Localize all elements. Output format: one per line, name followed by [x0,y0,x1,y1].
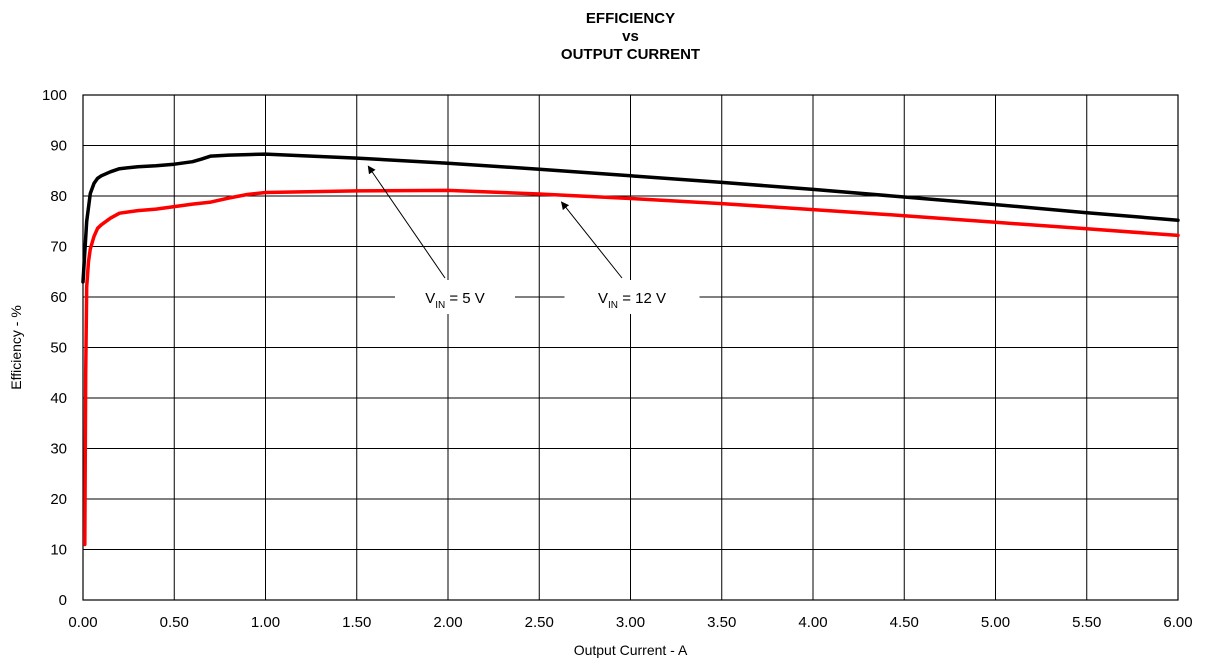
y-tick-label: 80 [50,188,67,205]
x-tick-label: 2.00 [433,614,462,631]
y-tick-label: 70 [50,239,67,256]
x-tick-label: 5.50 [1072,614,1101,631]
series-line-1 [81,152,1180,284]
y-axis-ticks: 0 10 20 30 40 50 60 70 80 90 100 [42,87,67,609]
y-tick-label: 20 [50,491,67,508]
x-tick-label: 4.00 [798,614,827,631]
callout-arrow [367,165,446,279]
chart-title-line: vs [622,28,639,45]
callout-arrow [561,201,623,279]
callout-1: VIN = 5 V [367,165,515,314]
x-tick-label: 1.50 [342,614,371,631]
callout-background [564,280,700,314]
x-tick-label: 3.50 [707,614,736,631]
x-tick-label: 3.00 [616,614,645,631]
callout-2: VIN = 12 V [561,201,700,314]
y-tick-label: 50 [50,340,67,357]
series-lines [81,152,1180,547]
callout-label: VIN = 12 V [598,290,666,311]
annotations: VIN = 5 V VIN = 12 V [367,165,700,314]
y-tick-label: 90 [50,138,67,155]
y-axis-label: Efficiency - % [8,305,24,390]
chart-title-line: OUTPUT CURRENT [561,46,700,63]
x-tick-label: 6.00 [1163,614,1192,631]
y-tick-label: 30 [50,441,67,458]
grid [82,94,1179,601]
x-tick-label: 0.00 [68,614,97,631]
x-axis-ticks: 0.00 0.50 1.00 1.50 2.00 2.50 3.00 3.50 4.00 4.50… [68,614,1192,631]
y-tick-label: 100 [42,87,67,104]
callout-label: VIN = 5 V [425,290,485,311]
chart-title-line: EFFICIENCY [586,10,675,27]
y-tick-label: 10 [50,542,67,559]
series-line-2 [83,188,1180,547]
x-tick-label: 5.00 [981,614,1010,631]
y-tick-label: 40 [50,390,67,407]
x-axis-label: Output Current - A [574,642,688,658]
x-tick-label: 0.50 [160,614,189,631]
y-tick-label: 60 [50,289,67,306]
callout-background [395,280,515,314]
x-tick-label: 1.00 [251,614,280,631]
y-tick-label: 0 [59,592,67,609]
x-tick-label: 2.50 [525,614,554,631]
x-tick-label: 4.50 [890,614,919,631]
plot-frame [82,94,1179,601]
